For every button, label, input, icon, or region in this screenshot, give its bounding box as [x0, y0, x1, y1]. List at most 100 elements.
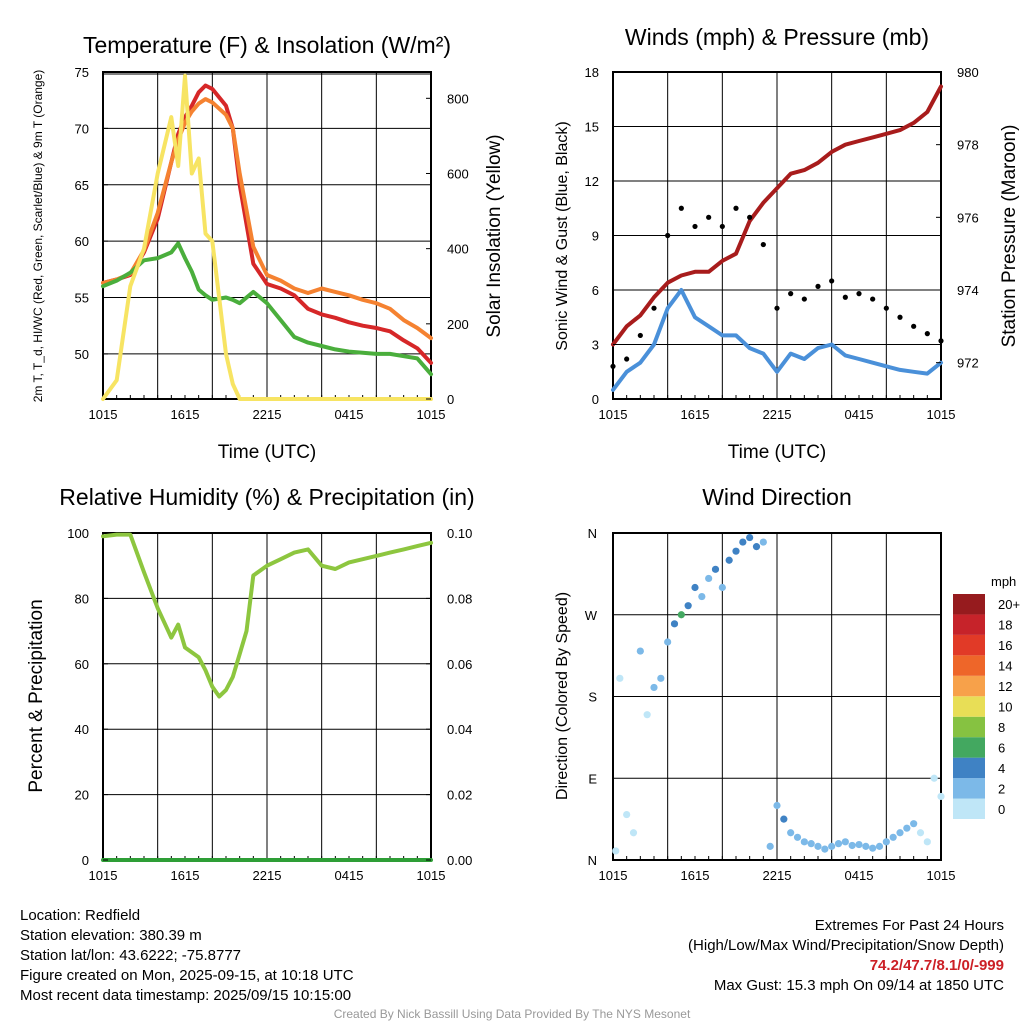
x-axis-label: Time (UTC): [218, 442, 317, 463]
colorbar-label: 20+: [998, 597, 1020, 612]
direction-point: [793, 833, 802, 841]
colorbar-label: 12: [998, 679, 1012, 694]
elevation-text: Station elevation: 380.39 m: [20, 927, 202, 944]
y-tick-label: 15: [585, 120, 599, 135]
y2-tick-label: 0.06: [447, 657, 472, 672]
direction-point: [684, 602, 692, 610]
direction-point: [889, 833, 897, 841]
x-tick-label: 0415: [335, 868, 364, 883]
chart-title: Temperature (F) & Insolation (W/m²): [83, 32, 451, 58]
direction-point: [862, 842, 870, 850]
direction-point: [773, 801, 781, 810]
colorbar-swatch: [953, 614, 985, 635]
direction-point: [711, 565, 720, 573]
chart-title: Relative Humidity (%) & Precipitation (i…: [59, 484, 474, 510]
series-line: [611, 288, 943, 392]
y2-tick-label: 972: [957, 356, 979, 371]
colorbar-swatch: [953, 798, 985, 819]
direction-point: [780, 815, 788, 823]
direction-point: [657, 674, 665, 682]
gust-point: [801, 296, 807, 302]
direction-point: [787, 829, 795, 837]
direction-point: [759, 538, 767, 546]
y-tick-label: 18: [585, 65, 599, 80]
gust-point: [815, 283, 821, 289]
colorbar-unit: mph: [991, 574, 1016, 589]
direction-point: [629, 829, 638, 837]
gust-point: [829, 278, 835, 284]
colorbar-label: 6: [998, 740, 1005, 755]
y-tick-label: 100: [67, 526, 89, 541]
gust-point: [733, 205, 739, 211]
gust-point: [747, 214, 753, 220]
direction-point: [903, 824, 911, 832]
y-tick-label: 75: [75, 65, 89, 80]
gust-point: [706, 214, 712, 220]
recent-data-text: Most recent data timestamp: 2025/09/15 1…: [20, 987, 352, 1004]
y-tick-label: 3: [592, 338, 599, 353]
colorbar-swatch: [953, 757, 985, 779]
direction-point: [814, 842, 822, 850]
y2-tick-label: 0.02: [447, 788, 472, 803]
y2-tick-label: 0: [447, 392, 454, 407]
y2-tick-label: 978: [957, 138, 979, 153]
direction-point: [643, 711, 651, 719]
winds-panel: 1015 1615 2215 0415 101503691215189729749769…: [554, 24, 1020, 463]
direction-point: [670, 620, 679, 628]
y-tick-label: 0: [82, 853, 89, 868]
x-tick-label: 1015: [927, 407, 956, 422]
colorbar-label: 2: [998, 781, 1005, 796]
direction-point: [834, 840, 843, 848]
y-axis-label: Direction (Colored By Speed): [554, 592, 571, 800]
y-tick-label: 60: [75, 234, 89, 249]
location-text: Location: Redfield: [20, 907, 141, 924]
direction-point: [691, 583, 699, 592]
direction-point: [821, 845, 829, 853]
y-tick-label: 0: [592, 392, 599, 407]
station-info: Location: Redfield Station elevation: 38…: [20, 906, 354, 1006]
y-tick-label: 40: [75, 722, 89, 737]
gust-point: [842, 294, 848, 300]
y2-tick-label: 600: [447, 166, 469, 181]
gust-point: [883, 305, 889, 311]
x-tick-label: 0415: [335, 407, 364, 422]
colorbar-label: 16: [998, 638, 1012, 653]
x-tick-label: 1615: [171, 407, 200, 422]
direction-point: [650, 683, 658, 692]
direction-point: [636, 647, 644, 655]
y-tick-label: 70: [75, 121, 89, 136]
direction-point: [732, 547, 740, 555]
y2-tick-label: 0.00: [447, 853, 472, 868]
direction-point: [664, 638, 672, 646]
direction-point: [930, 774, 938, 782]
humidity-panel: 1015 1615 2215 0415 10150204060801000.000.02…: [26, 484, 475, 883]
direction-point: [875, 842, 884, 850]
direction-point: [725, 556, 733, 564]
gust-point: [637, 332, 643, 339]
x-tick-label: 1615: [171, 868, 200, 883]
y-tick-label: 6: [592, 283, 599, 298]
x-tick-label: 0415: [845, 868, 874, 883]
y-tick-label: S: [588, 690, 597, 705]
direction-point: [766, 842, 774, 850]
y-axis-label: 2m T, T_d, HI/WC (Red, Green, Scarlet/Bl…: [31, 70, 45, 403]
chart-title: Winds (mph) & Pressure (mb): [625, 24, 929, 50]
y-tick-label: 55: [75, 291, 89, 306]
y-tick-label: 60: [75, 657, 89, 672]
x-tick-label: 1015: [927, 868, 956, 883]
y-tick-label: 20: [75, 788, 89, 803]
y2-tick-label: 980: [957, 65, 979, 80]
x-tick-label: 2215: [763, 407, 792, 422]
series-line: [101, 97, 433, 341]
series-line: [101, 241, 433, 377]
gust-point: [692, 223, 698, 230]
x-tick-label: 1015: [89, 868, 118, 883]
direction-point: [869, 844, 877, 852]
series-line: [611, 84, 943, 347]
direction-point: [739, 538, 747, 546]
y-tick-label: N: [588, 526, 597, 541]
credit-text: Created By Nick Bassill Using Data Provi…: [333, 1007, 691, 1021]
direction-point: [828, 842, 836, 850]
colorbar-swatch: [953, 737, 985, 758]
